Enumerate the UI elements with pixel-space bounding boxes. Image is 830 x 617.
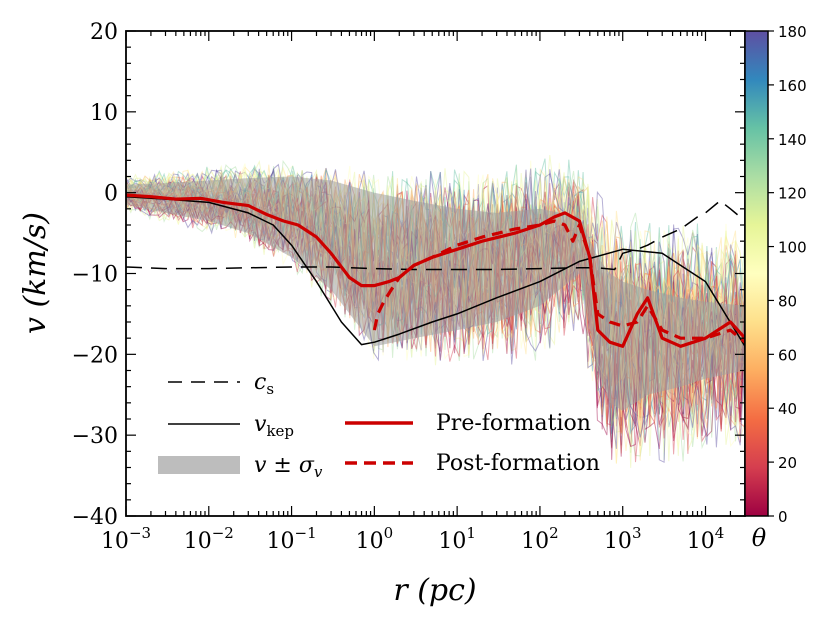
series-c-s (126, 200, 745, 271)
legend-post-label: Post-formation (436, 451, 600, 476)
y-axis-title: v (km/s) (18, 212, 53, 334)
series-v-kep (126, 195, 745, 347)
colorbar-tick-label: 0 (778, 508, 788, 526)
series-layer (126, 193, 745, 348)
legend-vkep-label: vkep (254, 412, 294, 440)
series-pre-formation (126, 193, 745, 348)
legend-sigma-swatch (158, 456, 240, 474)
legend: cs vkep v ± σv Pre-formation Post-format… (158, 370, 600, 481)
colorbar-tick-label: 140 (778, 131, 807, 149)
colorbar (744, 30, 769, 517)
x-tick-label: 103 (604, 524, 642, 554)
y-tick-label: −30 (72, 424, 118, 449)
legend-pre-label: Pre-formation (436, 411, 591, 436)
x-tick-label: 10−1 (267, 524, 317, 554)
legend-sigma-label: v ± σv (254, 453, 323, 481)
legend-cs-label: cs (254, 370, 274, 398)
sigma-band (126, 176, 745, 411)
x-axis-symbol: r (pc) (393, 573, 476, 608)
y-tick-label: −40 (72, 505, 118, 530)
x-axis-title: r (pc) (393, 573, 476, 608)
colorbar-tick-label: 120 (778, 185, 807, 203)
y-axis-ticks: 20 10 0 −10 −20 −30 −40 (72, 20, 745, 530)
x-tick-label: 104 (687, 524, 725, 554)
y-axis-symbol: v (km/s) (18, 212, 53, 334)
colorbar-title: θ (752, 524, 767, 552)
x-axis-ticks: 10−3 10−2 10−1 100 101 102 103 104 (101, 31, 746, 554)
colorbar-tick-label: 20 (778, 454, 797, 472)
colorbar-tick-label: 180 (778, 23, 807, 41)
x-tick-label: 10−3 (101, 524, 151, 554)
colorbar-tick-label: 60 (778, 346, 797, 364)
colorbar-ticks: 180 160 140 120 100 80 60 40 20 0 (768, 23, 807, 526)
colorbar-tick-label: 40 (778, 400, 797, 418)
x-tick-label: 100 (356, 524, 394, 554)
y-tick-label: −20 (72, 343, 118, 368)
colorbar-tick-label: 100 (778, 239, 807, 257)
y-tick-label: −10 (72, 263, 118, 288)
colorbar-tick-label: 160 (778, 77, 807, 95)
colorbar-tick-label: 80 (778, 292, 797, 310)
x-tick-label: 10−2 (184, 524, 234, 554)
y-tick-label: 20 (90, 20, 118, 45)
y-tick-label: 10 (90, 101, 118, 126)
y-tick-label: 0 (104, 182, 118, 207)
x-tick-label: 102 (521, 524, 559, 554)
x-tick-label: 101 (438, 524, 476, 554)
